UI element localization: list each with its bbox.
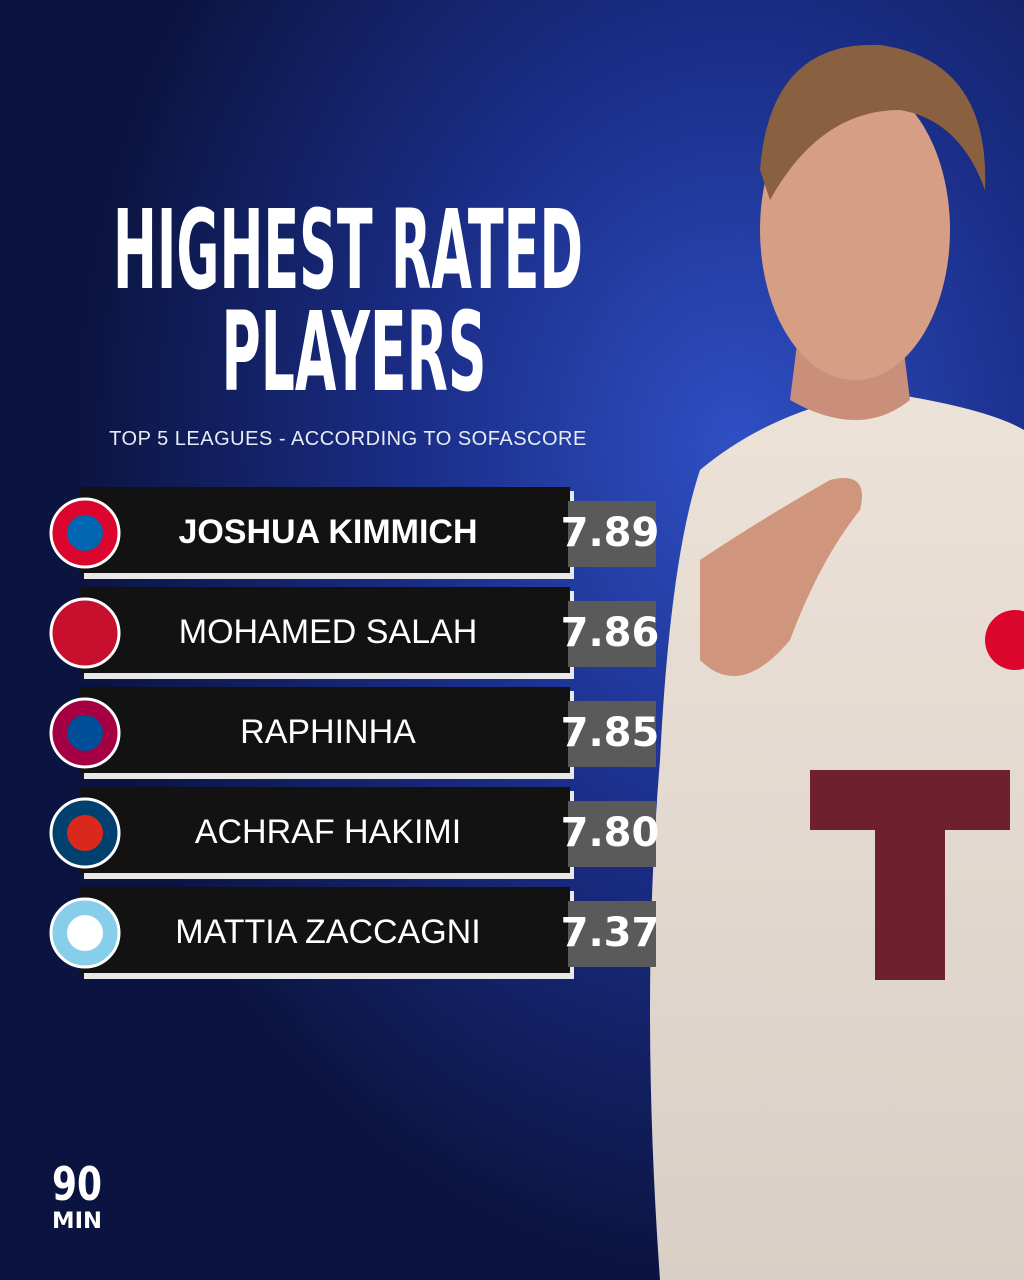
hand — [700, 478, 862, 676]
rating-box — [568, 701, 656, 767]
head — [760, 80, 950, 380]
club-logo-inner — [67, 615, 103, 651]
player-name: ACHRAF HAKIMI — [195, 813, 461, 851]
club-logo-inner — [67, 515, 103, 551]
subtitle: TOP 5 LEAGUES - ACCORDING TO SOFASCORE — [109, 428, 587, 450]
logo-stem — [875, 770, 945, 980]
title-line: HIGHEST RATED — [113, 186, 583, 314]
ranking-list: JOSHUA KIMMICH 7.89 MOHAMED SALAH 7.86 RAPHI… — [49, 487, 660, 979]
row-bar — [80, 587, 570, 673]
rating-box — [568, 901, 656, 967]
player-rating: 7.37 — [561, 910, 660, 956]
club-logo-inner — [67, 815, 103, 851]
player-name: MOHAMED SALAH — [179, 613, 478, 651]
row-bar — [80, 487, 570, 573]
player-photo — [650, 44, 1024, 1280]
row-bar — [80, 687, 570, 773]
row-bar — [80, 787, 570, 873]
player-rating: 7.89 — [561, 510, 660, 556]
player-name: MATTIA ZACCAGNI — [175, 913, 480, 951]
player-name: RAPHINHA — [240, 713, 416, 751]
club-logo-inner — [67, 915, 103, 951]
club-logo-inner — [67, 715, 103, 751]
player-rating: 7.80 — [561, 810, 660, 856]
title-line: PLAYERS — [222, 288, 487, 416]
crest — [985, 610, 1024, 670]
player-rating: 7.86 — [561, 610, 660, 656]
rating-box — [568, 501, 656, 567]
row-bar — [80, 887, 570, 973]
brand-top: 90 — [52, 1157, 102, 1211]
rating-box — [568, 801, 656, 867]
player-name: JOSHUA KIMMICH — [178, 513, 477, 551]
brand-bottom: MIN — [52, 1209, 102, 1234]
rating-box — [568, 601, 656, 667]
hair — [760, 44, 986, 200]
player-rating: 7.85 — [561, 710, 660, 756]
